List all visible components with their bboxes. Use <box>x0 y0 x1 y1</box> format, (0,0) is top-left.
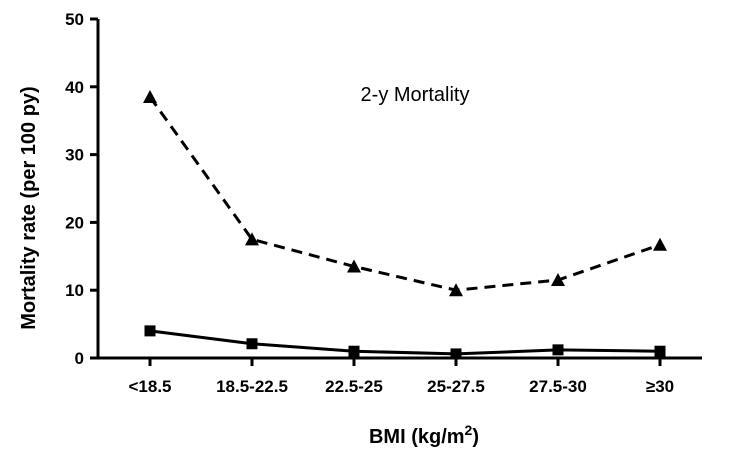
y-tick-label: 50 <box>65 10 84 29</box>
x-tick-label: <18.5 <box>128 377 171 396</box>
triangle-marker <box>653 237 667 251</box>
x-tick-label: 27.5-30 <box>529 377 587 396</box>
triangle-marker <box>551 273 565 287</box>
y-tick-label: 40 <box>65 78 84 97</box>
x-tick-label: 18.5-22.5 <box>216 377 288 396</box>
triangle-marker <box>143 89 157 103</box>
triangle-marker <box>245 232 259 246</box>
y-tick-label: 10 <box>65 281 84 300</box>
x-tick-label: 22.5-25 <box>325 377 383 396</box>
triangle-marker <box>347 259 361 273</box>
y-tick-labels: 0 10 20 30 40 50 <box>65 10 84 368</box>
series-line-dashed <box>148 96 661 292</box>
axes <box>90 17 702 366</box>
x-axis-title: BMI (kg/m2) <box>369 422 479 448</box>
square-marker <box>348 345 360 357</box>
y-axis-title: Mortality rate (per 100 py) <box>18 86 40 329</box>
x-tick-label: 25-27.5 <box>427 377 485 396</box>
triangle-marker <box>449 283 463 297</box>
square-marker <box>450 348 462 360</box>
series-layer <box>143 89 667 360</box>
square-marker <box>144 325 156 337</box>
x-axis-title-superscript: 2 <box>465 422 473 438</box>
series-line-solid <box>149 329 661 356</box>
y-tick-label: 0 <box>75 349 84 368</box>
y-tick-label: 20 <box>65 213 84 232</box>
y-tick-label: 30 <box>65 146 84 165</box>
x-tick-label: ≥30 <box>646 377 674 396</box>
chart-annotation: 2-y Mortality <box>361 84 470 106</box>
square-marker <box>552 344 564 356</box>
x-axis-title-main: BMI (kg/m <box>369 426 465 448</box>
x-tick-labels: <18.5 18.5-22.5 22.5-25 25-27.5 27.5-30 ≥30 <box>128 377 674 396</box>
square-marker <box>654 345 666 357</box>
x-axis-title-close: ) <box>472 426 479 448</box>
square-marker <box>246 338 258 350</box>
